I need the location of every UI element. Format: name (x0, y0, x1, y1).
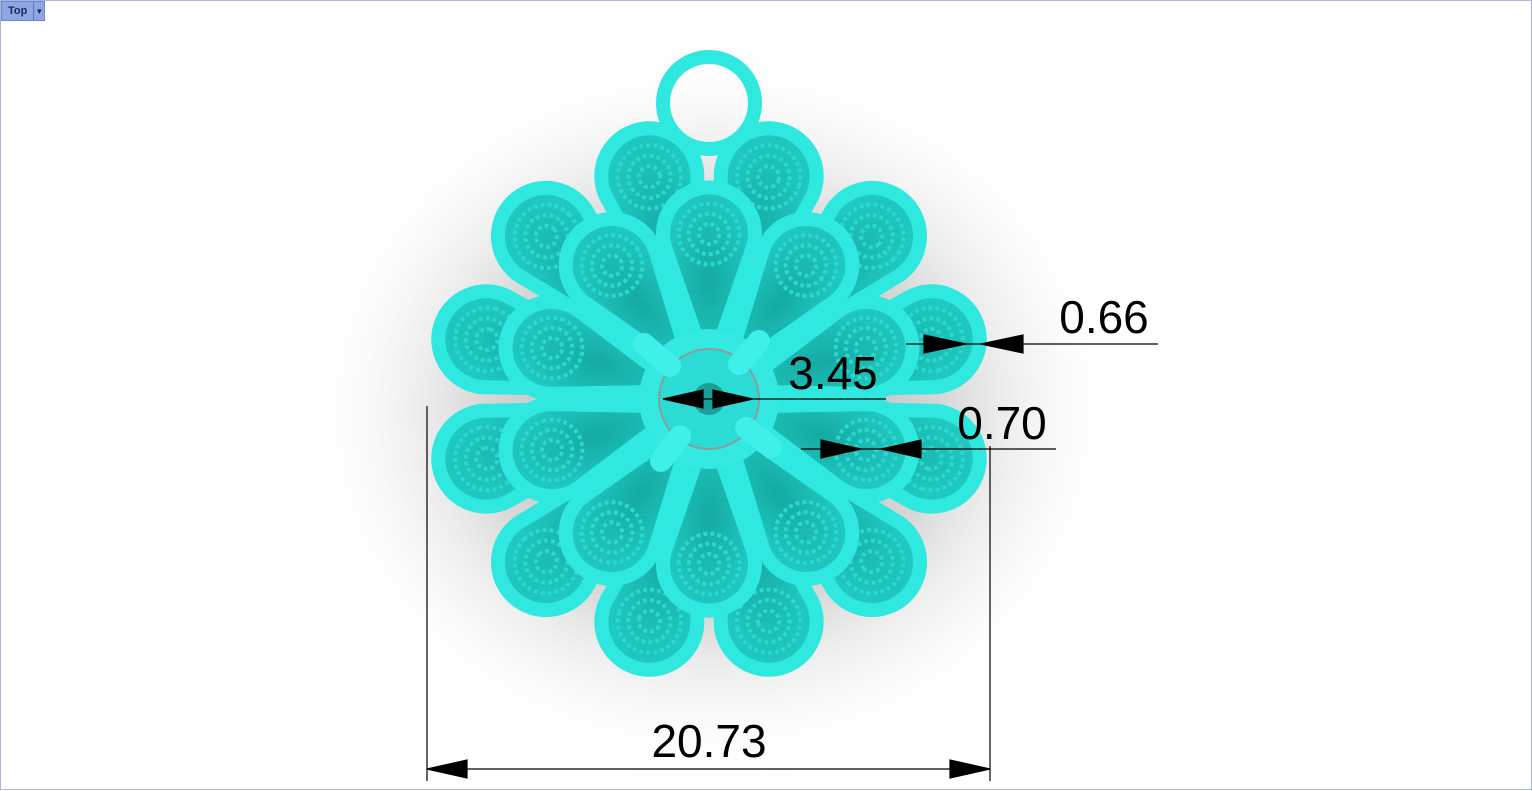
petal (716, 412, 860, 586)
dimension-wire-inner[interactable] (801, 439, 1056, 459)
petal (656, 417, 762, 618)
center-diameter-label: 3.45 (788, 347, 878, 399)
wire-inner-label: 0.70 (957, 397, 1047, 449)
dimension-center-diameter[interactable] (662, 389, 886, 409)
petal (498, 294, 693, 401)
viewport-tab[interactable]: Top ▼ (1, 1, 46, 21)
pendant-model (431, 50, 987, 677)
wire-outer-label: 0.66 (1059, 291, 1149, 343)
petal (498, 397, 693, 504)
dimension-overall-width[interactable] (426, 406, 991, 781)
overall-width-label: 20.73 (651, 715, 766, 767)
petal (558, 212, 702, 386)
prong (735, 416, 782, 458)
dimension-wire-outer[interactable] (906, 334, 1158, 354)
viewport-name: Top (8, 5, 28, 17)
bail-ring (656, 50, 762, 156)
petal (725, 294, 920, 401)
prong (728, 330, 770, 376)
chevron-down-icon[interactable]: ▼ (33, 2, 44, 20)
prong (633, 333, 681, 377)
inner-petals (498, 180, 920, 618)
petal (656, 180, 762, 381)
prong (650, 425, 692, 472)
prongs (633, 330, 782, 472)
